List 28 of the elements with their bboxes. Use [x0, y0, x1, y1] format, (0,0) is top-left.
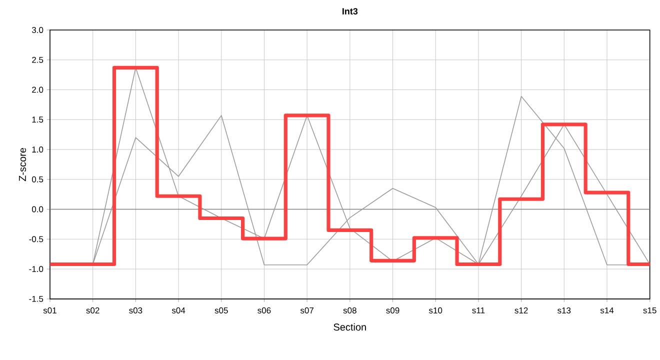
- x-tick-label: s12: [514, 307, 528, 314]
- x-tick-label: s07: [300, 307, 314, 314]
- x-tick-label: s08: [343, 307, 356, 314]
- y-tick-label: 1.0: [32, 146, 44, 153]
- chart-title: Int3: [342, 8, 358, 15]
- x-tick-label: s06: [258, 307, 271, 314]
- y-tick-label: 2.5: [32, 56, 44, 63]
- y-tick-label: 1.5: [32, 116, 44, 123]
- x-tick-label: s03: [129, 307, 142, 314]
- y-tick-label: -0.5: [29, 236, 44, 242]
- y-tick-label: 3.0: [32, 27, 44, 34]
- x-axis-title: Section: [334, 323, 366, 331]
- x-tick-label: s13: [558, 307, 571, 314]
- x-tick-label: s01: [43, 307, 56, 314]
- y-axis-title: Z-score: [19, 148, 26, 182]
- x-tick-label: s15: [643, 307, 656, 314]
- y-tick-label: 0.0: [32, 206, 44, 212]
- x-tick-label: s02: [86, 307, 100, 314]
- y-tick-label: 2.0: [32, 86, 44, 93]
- y-tick-label: -1.0: [29, 266, 44, 272]
- x-tick-label: s09: [386, 307, 400, 314]
- x-tick-label: s05: [214, 307, 228, 314]
- y-tick-label: 0.5: [32, 176, 44, 182]
- x-tick-label: s11: [472, 307, 485, 314]
- y-tick-label: -1.5: [29, 296, 44, 302]
- x-tick-label: s04: [172, 307, 186, 314]
- x-tick-label: s10: [428, 307, 442, 314]
- x-tick-label: s14: [600, 307, 614, 314]
